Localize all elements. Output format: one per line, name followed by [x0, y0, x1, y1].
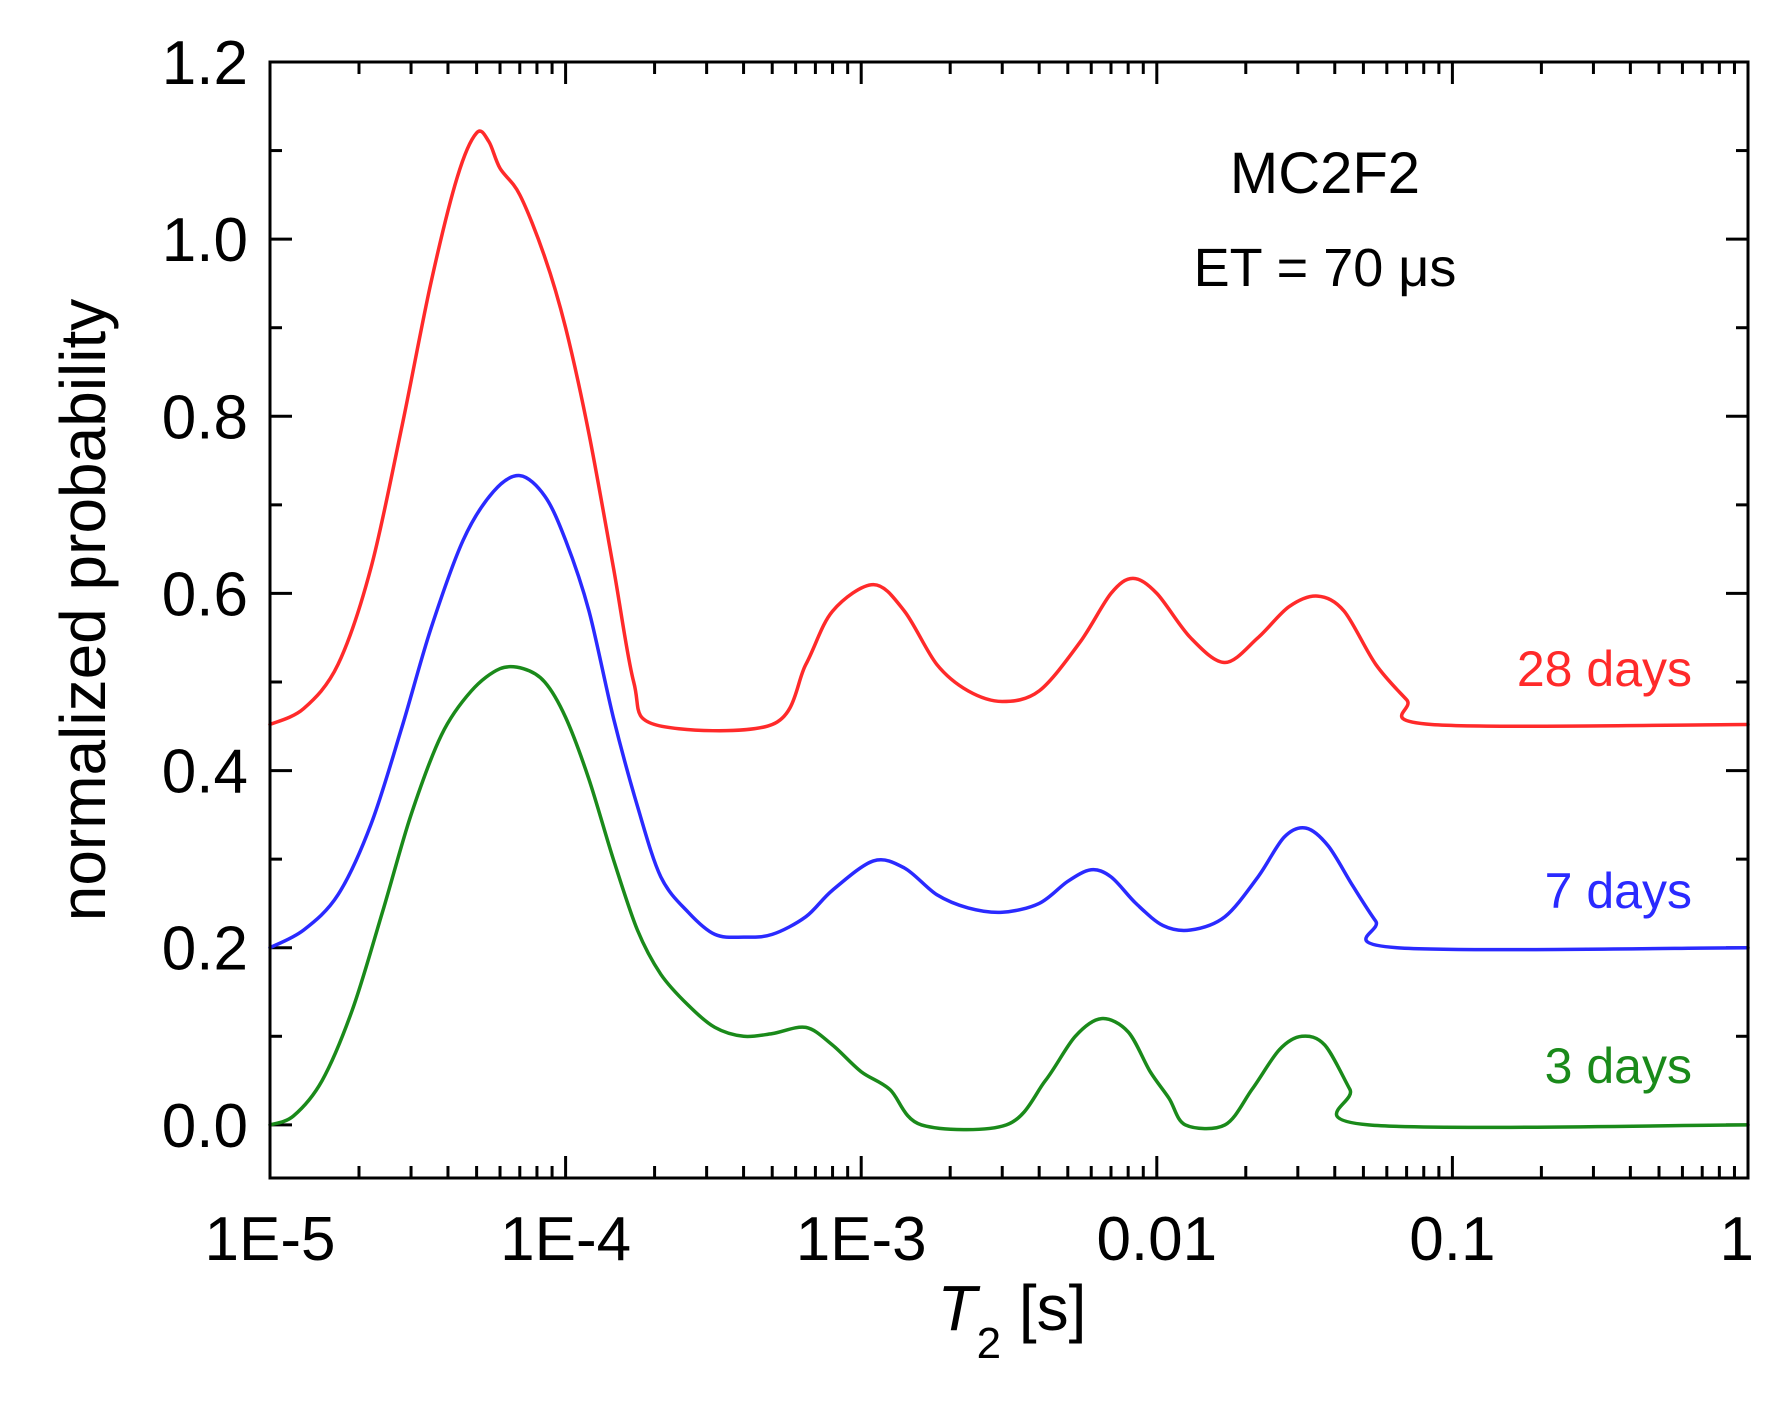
x-axis-unit: [s]	[1001, 1272, 1086, 1344]
series-line-3-days	[268, 664, 1750, 1132]
x-tick-label: 1E-5	[205, 1205, 336, 1274]
series-line-7-days	[268, 473, 1750, 952]
y-tick-label: 0.4	[162, 738, 248, 807]
series-labels: 28 days 7 days 3 days	[1517, 641, 1692, 1094]
y-tick-label: 1.0	[162, 206, 248, 275]
plot-frame	[268, 60, 1750, 1180]
x-axis-title: T2 [s]	[938, 1272, 1087, 1368]
y-tick-label: 0.0	[162, 1092, 248, 1161]
annotation-subtitle: ET = 70 μs	[1194, 238, 1457, 298]
x-axis-subscript: 2	[977, 1319, 1001, 1368]
y-tick-label: 1.2	[162, 29, 248, 98]
series-lines	[268, 129, 1750, 1132]
y-axis-title: normalized probability	[47, 299, 119, 922]
annotation-title: MC2F2	[1230, 141, 1420, 206]
y-tick-label: 0.6	[162, 560, 248, 629]
x-axis-symbol: T	[938, 1272, 981, 1344]
y-tick-label: 0.2	[162, 915, 248, 984]
x-tick-labels: 1E-5 1E-4 1E-3 0.01 0.1 1	[205, 1205, 1754, 1274]
y-tick-label: 0.8	[162, 383, 248, 452]
axis-ticks	[268, 60, 1750, 1178]
series-label-3-days: 3 days	[1545, 1038, 1692, 1094]
x-tick-label: 1E-3	[796, 1205, 927, 1274]
series-label-28-days: 28 days	[1517, 641, 1692, 697]
x-tick-label: 1	[1720, 1205, 1754, 1274]
y-tick-labels: 0.0 0.2 0.4 0.6 0.8 1.0 1.2	[162, 29, 248, 1161]
x-tick-label: 0.01	[1096, 1205, 1217, 1274]
series-label-7-days: 7 days	[1545, 863, 1692, 919]
series-line-28-days	[268, 129, 1750, 733]
x-tick-label: 1E-4	[500, 1205, 631, 1274]
x-tick-label: 0.1	[1409, 1205, 1495, 1274]
